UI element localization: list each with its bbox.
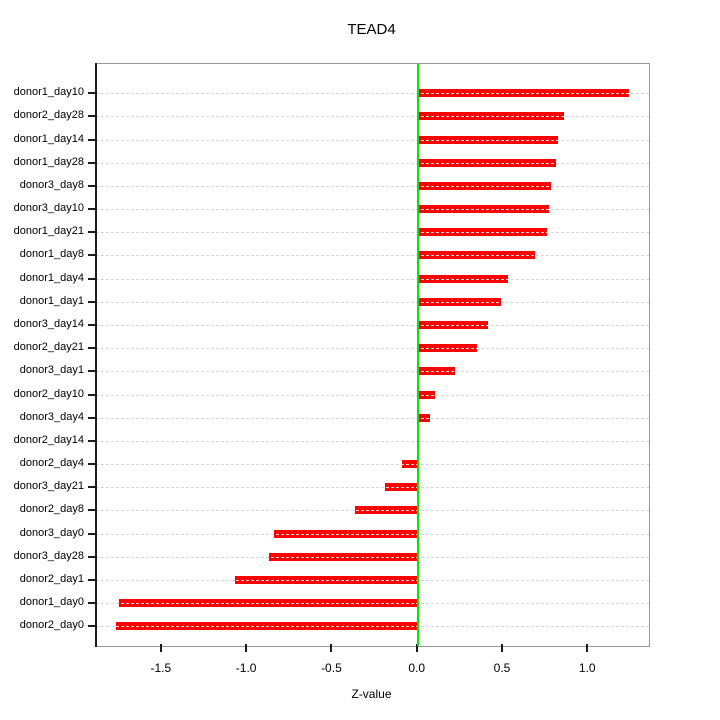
x-axis-tick	[500, 644, 503, 652]
y-axis-tick	[88, 138, 95, 141]
y-tick-label: donor3_day8	[19, 178, 84, 191]
y-tick-label: donor2_day14	[13, 433, 84, 446]
y-tick-label: donor1_day21	[13, 225, 84, 238]
plot-area	[88, 63, 650, 647]
y-tick-label: donor3_day1	[19, 364, 84, 377]
gridline	[96, 464, 649, 466]
gridline	[96, 348, 649, 350]
y-axis-tick	[88, 463, 95, 466]
y-axis-tick	[88, 370, 95, 373]
y-tick-label: donor2_day21	[13, 341, 84, 354]
gridline	[96, 626, 649, 628]
gridline	[96, 93, 649, 95]
y-axis-tick	[88, 347, 95, 350]
gridline	[96, 301, 649, 303]
zero-reference-line	[416, 64, 419, 646]
y-tick-label: donor2_day1	[19, 572, 84, 585]
y-axis-tick	[88, 277, 95, 280]
y-axis-tick	[88, 231, 95, 234]
y-tick-label: donor1_day1	[19, 294, 84, 307]
y-tick-label: donor3_day21	[13, 480, 84, 493]
x-tick-label: 0.5	[493, 661, 511, 675]
gridline	[96, 325, 649, 326]
y-tick-label: donor2_day4	[19, 457, 84, 470]
y-axis-tick	[88, 324, 95, 326]
x-tick-label: -0.5	[321, 661, 342, 675]
y-tick-label: donor3_day4	[19, 410, 84, 423]
y-axis-tick	[88, 208, 95, 211]
x-axis-title: Z-value	[351, 687, 392, 701]
x-axis-tick	[159, 644, 162, 652]
y-axis-tick	[88, 509, 95, 512]
y-tick-label: donor2_day28	[13, 109, 84, 122]
gridline	[96, 278, 649, 280]
x-axis-tick	[586, 644, 589, 652]
y-axis-tick	[88, 300, 95, 303]
y-tick-label: donor3_day28	[13, 549, 84, 562]
x-tick-label: 0.0	[408, 661, 426, 675]
y-tick-label: donor2_day10	[13, 387, 84, 400]
y-axis-tick	[88, 254, 95, 257]
x-tick-label: -1.5	[150, 661, 172, 675]
gridline	[96, 232, 649, 234]
gridline	[96, 556, 649, 558]
gridline	[96, 255, 649, 257]
y-axis-tick	[88, 416, 95, 419]
gridline	[96, 185, 649, 187]
y-axis-tick	[88, 625, 95, 628]
gridline	[96, 139, 649, 141]
x-tick-label: -1.0	[235, 661, 257, 675]
gridline	[96, 440, 649, 442]
gridline	[96, 162, 649, 164]
gridline	[96, 394, 649, 396]
y-axis-tick	[88, 161, 95, 164]
y-tick-label: donor3_day10	[13, 202, 84, 215]
y-tick-label: donor1_day10	[13, 86, 84, 99]
y-axis-tick	[88, 184, 95, 187]
x-axis-tick	[415, 644, 418, 652]
y-axis-tick	[88, 439, 95, 442]
chart-title: TEAD4	[347, 21, 396, 38]
y-tick-label: donor1_day4	[19, 271, 84, 284]
y-tick-label: donor1_day14	[13, 132, 84, 145]
gridline	[96, 209, 649, 211]
gridline	[96, 603, 649, 605]
y-axis-tick	[88, 92, 95, 95]
y-tick-label: donor2_day0	[19, 619, 84, 632]
y-axis-tick	[88, 486, 95, 489]
x-tick-label: 1.0	[578, 661, 596, 675]
y-tick-label: donor3_day0	[19, 526, 84, 539]
y-axis-tick	[88, 602, 95, 605]
y-tick-label: donor3_day14	[13, 318, 84, 330]
y-tick-label: donor2_day8	[19, 503, 84, 516]
x-axis-tick	[245, 644, 248, 652]
y-axis-line	[95, 63, 97, 647]
gridline	[96, 533, 649, 535]
y-tick-label: donor1_day0	[19, 596, 84, 609]
y-axis-tick	[88, 393, 95, 396]
y-tick-label: donor1_day8	[19, 248, 84, 261]
gridline	[96, 579, 649, 581]
y-axis-tick	[88, 555, 95, 558]
x-axis-tick	[330, 644, 333, 652]
y-axis-tick	[88, 115, 95, 118]
gridline	[96, 371, 649, 373]
gridline	[96, 116, 649, 118]
gridline	[96, 510, 649, 512]
y-axis-tick	[88, 532, 95, 535]
gridline	[96, 417, 649, 419]
y-tick-label: donor1_day28	[13, 155, 84, 168]
gridline	[96, 487, 649, 489]
y-axis-tick	[88, 578, 95, 581]
